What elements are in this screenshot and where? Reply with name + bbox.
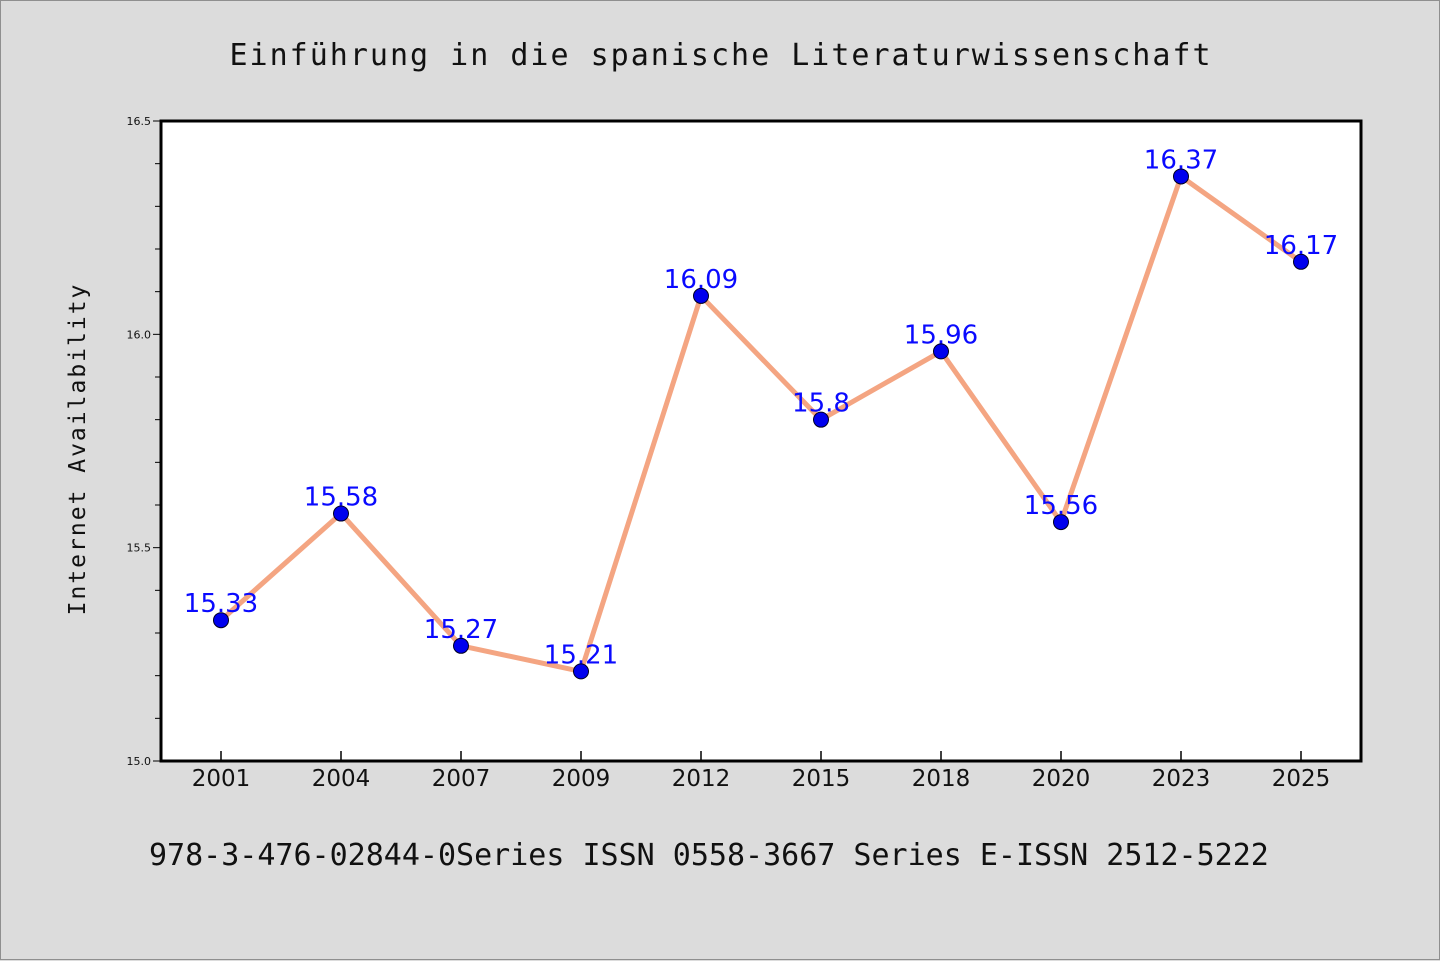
data-label: 15.27 bbox=[424, 615, 498, 645]
x-tick-label: 2018 bbox=[912, 766, 971, 792]
x-tick-label: 2001 bbox=[192, 766, 251, 792]
data-point bbox=[333, 505, 349, 522]
data-label: 15.58 bbox=[304, 483, 378, 513]
y-tick-label: 15.0 bbox=[127, 755, 152, 768]
data-point bbox=[453, 637, 469, 654]
data-label: 15.96 bbox=[904, 320, 978, 350]
y-axis-ticks: 15.0 15.5 16.0 16.5 bbox=[127, 115, 161, 768]
data-point bbox=[1293, 253, 1309, 270]
x-tick-label: 2020 bbox=[1032, 766, 1091, 792]
data-point bbox=[693, 287, 709, 304]
series-markers bbox=[213, 168, 1309, 680]
x-axis-ticks: 2001 2004 2007 2009 2012 2015 2018 2020 2023 2025 bbox=[192, 751, 1331, 792]
y-tick-label: 16.5 bbox=[127, 115, 152, 128]
data-label: 16.37 bbox=[1144, 145, 1218, 175]
data-label: 15.8 bbox=[792, 389, 850, 419]
plot-area bbox=[161, 121, 1361, 761]
x-tick-label: 2015 bbox=[792, 766, 851, 792]
plot-border bbox=[159, 119, 1363, 763]
y-tick-label: 16.0 bbox=[127, 328, 152, 341]
data-point bbox=[1173, 168, 1189, 185]
data-point bbox=[1053, 514, 1069, 531]
data-label: 15.33 bbox=[184, 589, 258, 619]
data-point bbox=[213, 612, 229, 629]
series-line-group bbox=[218, 173, 1304, 674]
data-point bbox=[573, 663, 589, 680]
y-tick-label: 15.5 bbox=[127, 542, 152, 555]
x-tick-label: 2004 bbox=[312, 766, 371, 792]
x-tick-label: 2012 bbox=[672, 766, 731, 792]
series-line bbox=[218, 173, 1304, 674]
data-point bbox=[813, 411, 829, 428]
x-tick-label: 2025 bbox=[1272, 766, 1331, 792]
data-label: 15.21 bbox=[544, 640, 618, 670]
footer-isbn-issn: 978-3-476-02844-0Series ISSN 0558-3667 S… bbox=[149, 838, 1269, 873]
y-axis-label: Internet Availability bbox=[65, 283, 91, 616]
data-label: 16.09 bbox=[664, 265, 738, 295]
x-tick-label: 2023 bbox=[1152, 766, 1211, 792]
data-point bbox=[933, 343, 949, 360]
data-label: 16.17 bbox=[1264, 231, 1338, 261]
data-label: 15.56 bbox=[1024, 491, 1098, 521]
chart-title: Einführung in die spanische Literaturwis… bbox=[229, 38, 1212, 73]
x-tick-label: 2007 bbox=[432, 766, 491, 792]
data-labels: 15.33 15.58 15.27 15.21 16.09 15.8 15.96 15.56 1… bbox=[184, 145, 1338, 670]
x-tick-label: 2009 bbox=[552, 766, 611, 792]
